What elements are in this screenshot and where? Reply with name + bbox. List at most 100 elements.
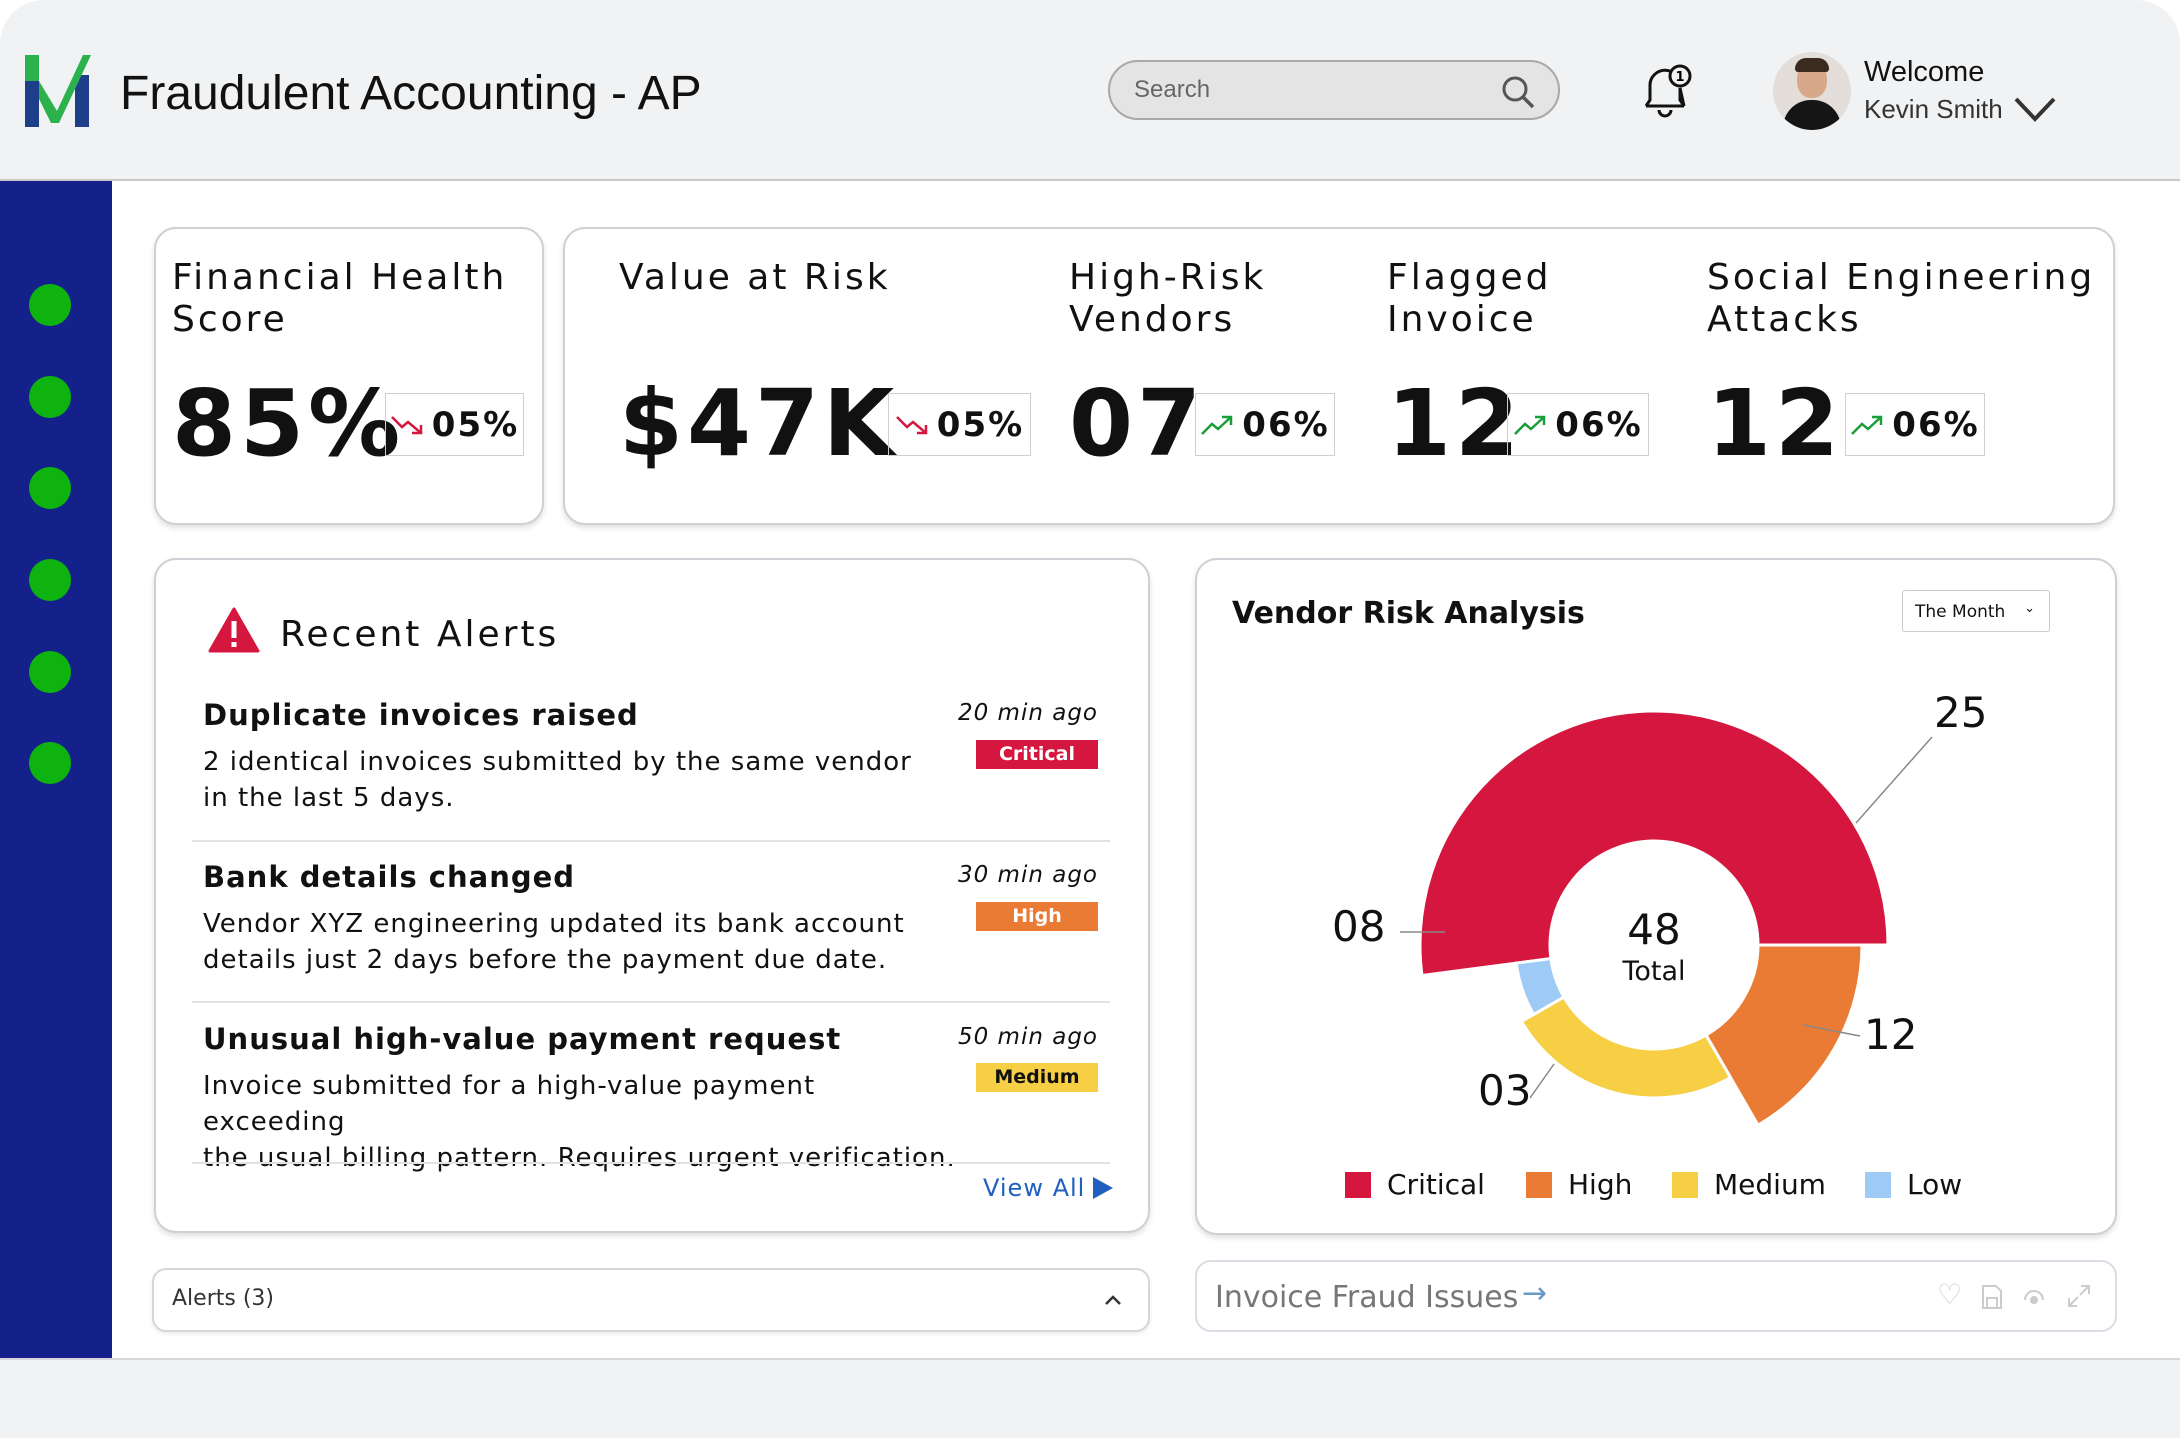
- sidebar: [0, 181, 112, 1358]
- stat-change-badge: 05%: [385, 393, 524, 456]
- stat-value: 12: [1387, 370, 1524, 477]
- stat-label: Value at Risk: [619, 257, 891, 299]
- chevron-down-icon[interactable]: [2013, 96, 2057, 124]
- sidebar-item-5[interactable]: [29, 651, 71, 693]
- notification-bell-icon[interactable]: 1: [1636, 58, 1694, 122]
- stat-change-badge: 05%: [888, 393, 1031, 456]
- alert-desc-line: Invoice submitted for a high-value payme…: [203, 1071, 816, 1137]
- save-icon[interactable]: [1981, 1284, 2003, 1310]
- stat-value: 12: [1707, 370, 1844, 477]
- severity-badge: Medium: [976, 1063, 1098, 1092]
- vendor-risk-card: Vendor Risk Analysis The Month ⌄: [1195, 558, 2117, 1235]
- expand-icon[interactable]: [2065, 1282, 2093, 1310]
- donut-slice-critical[interactable]: [1418, 709, 1890, 978]
- play-arrow-icon: [1093, 1177, 1114, 1199]
- stat-label-line1: Value at Risk: [619, 257, 891, 298]
- eye-icon[interactable]: [2023, 1286, 2045, 1308]
- trend-down-icon: [390, 415, 423, 434]
- divider: [192, 840, 1110, 842]
- sidebar-item-1[interactable]: [29, 284, 71, 326]
- alert-description: Invoice submitted for a high-value payme…: [203, 1068, 963, 1176]
- stat-value: 85%: [172, 370, 405, 477]
- legend-label: Critical: [1387, 1168, 1485, 1201]
- stat-label-line2: Score: [172, 299, 288, 340]
- sidebar-item-3[interactable]: [29, 467, 71, 509]
- legend-medium: Medium: [1672, 1168, 1826, 1201]
- view-all-label: View All: [983, 1174, 1086, 1202]
- arrow-right-icon[interactable]: →: [1522, 1276, 1548, 1311]
- heart-icon[interactable]: ♡: [1937, 1278, 1963, 1311]
- avatar[interactable]: [1773, 52, 1851, 130]
- severity-badge: Critical: [976, 740, 1098, 769]
- alert-time: 30 min ago: [957, 862, 1098, 888]
- stat-label-line2: Vendors: [1069, 299, 1236, 340]
- stat-label: Social Engineering Attacks: [1707, 257, 2095, 341]
- sidebar-item-4[interactable]: [29, 559, 71, 601]
- stat-label-line1: Flagged: [1387, 257, 1552, 298]
- trend-up-icon: [1514, 415, 1546, 435]
- legend-label: Low: [1907, 1168, 1963, 1201]
- stat-change-badge: 06%: [1845, 393, 1985, 456]
- stat-change-value: 05%: [431, 404, 520, 445]
- alert-desc-line: the usual billing pattern. Requires urge…: [203, 1143, 956, 1173]
- alert-desc-line: 2 identical invoices submitted by the sa…: [203, 747, 912, 777]
- stat-change-value: 06%: [1555, 404, 1643, 445]
- stat-label-line1: Social Engineering: [1707, 257, 2096, 298]
- alert-desc-line: in the last 5 days.: [203, 783, 455, 813]
- legend-swatch: [1672, 1171, 1698, 1198]
- divider: [192, 1001, 1110, 1003]
- severity-badge: High: [976, 902, 1098, 931]
- alert-desc-line: details just 2 days before the payment d…: [203, 945, 888, 975]
- chevron-up-icon[interactable]: [1104, 1294, 1122, 1306]
- donut-slice-medium[interactable]: [1519, 994, 1733, 1100]
- stat-label-line1: High-Risk: [1069, 257, 1267, 298]
- stat-label: Flagged Invoice: [1387, 257, 1551, 341]
- legend-swatch: [1526, 1171, 1552, 1198]
- sidebar-item-6[interactable]: [29, 742, 71, 784]
- label-medium-value: 12: [1864, 1010, 1918, 1059]
- alert-description: Vendor XYZ engineering updated its bank …: [203, 906, 963, 978]
- legend-swatch: [1345, 1171, 1371, 1198]
- alert-time: 20 min ago: [957, 700, 1098, 726]
- notification-count: 1: [1675, 70, 1684, 85]
- sidebar-item-2[interactable]: [29, 376, 71, 418]
- stat-label-line1: Financial Health: [172, 257, 508, 298]
- risk-metrics-card: [563, 227, 2115, 525]
- app-title: Fraudulent Accounting - AP: [120, 67, 702, 120]
- legend-critical: Critical: [1345, 1168, 1485, 1201]
- label-critical-value: 25: [1934, 688, 1988, 737]
- invoice-fraud-bar[interactable]: Invoice Fraud Issues → ♡: [1195, 1260, 2117, 1332]
- period-dropdown[interactable]: The Month ⌄: [1902, 590, 2050, 632]
- welcome-label: Welcome: [1864, 56, 1985, 88]
- divider: [192, 1162, 1110, 1164]
- trend-down-icon: [895, 415, 928, 434]
- stat-label: Financial Health Score: [172, 257, 507, 341]
- donut-slice-high[interactable]: [1703, 943, 1864, 1128]
- logo-icon: [25, 55, 91, 127]
- search-icon[interactable]: [1500, 74, 1536, 110]
- trend-up-icon: [1851, 415, 1883, 435]
- view-all-link[interactable]: View All: [983, 1174, 1114, 1202]
- alert-title[interactable]: Bank details changed: [203, 860, 576, 894]
- alert-description: 2 identical invoices submitted by the sa…: [203, 744, 963, 816]
- footer: [0, 1358, 2180, 1438]
- legend-swatch: [1865, 1171, 1891, 1198]
- stat-change-value: 06%: [1242, 404, 1330, 445]
- vendor-risk-donut-chart: [1400, 709, 1933, 1128]
- alert-desc-line: Vendor XYZ engineering updated its bank …: [203, 909, 905, 939]
- alerts-collapsible-bar[interactable]: Alerts (3): [152, 1268, 1150, 1332]
- stat-change-value: 05%: [936, 404, 1025, 445]
- invoice-fraud-label: Invoice Fraud Issues: [1215, 1280, 1519, 1315]
- alert-time: 50 min ago: [957, 1024, 1098, 1050]
- recent-alerts-card: Recent Alerts: [154, 558, 1150, 1233]
- chevron-down-icon: ⌄: [2024, 601, 2035, 616]
- alert-title[interactable]: Duplicate invoices raised: [203, 698, 639, 732]
- search-input[interactable]: Search: [1108, 60, 1560, 120]
- stat-label: High-Risk Vendors: [1069, 257, 1266, 341]
- period-value: The Month: [1915, 602, 2006, 622]
- user-name: Kevin Smith: [1864, 94, 2003, 124]
- alert-title[interactable]: Unusual high-value payment request: [203, 1022, 842, 1056]
- stat-label-line2: Invoice: [1387, 299, 1537, 340]
- donut-slice-low[interactable]: [1514, 956, 1566, 1017]
